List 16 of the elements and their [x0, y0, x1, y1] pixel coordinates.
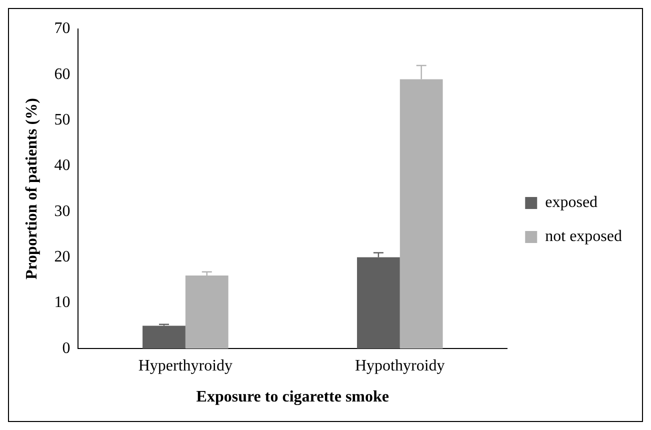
- y-tick-label: 60: [54, 66, 70, 83]
- y-axis-title: Proportion of patients (%): [24, 98, 41, 280]
- x-tick-label: Hyperthyroidy: [138, 357, 233, 374]
- x-axis-title: Exposure to cigarette smoke: [196, 388, 390, 406]
- legend-label: not exposed: [545, 228, 622, 246]
- y-tick-label: 10: [54, 294, 70, 312]
- y-tick-label: 70: [54, 20, 70, 38]
- x-tick-label: Hypothyroidy: [355, 357, 445, 374]
- y-tick-label: 0: [62, 340, 70, 357]
- y-tick-label: 40: [54, 157, 70, 174]
- y-tick-label: 50: [54, 112, 70, 129]
- y-tick-label: 30: [54, 202, 70, 220]
- bar: [185, 276, 228, 349]
- y-tick-label: 20: [54, 248, 70, 266]
- legend-label: exposed: [545, 194, 598, 212]
- bar: [142, 326, 186, 349]
